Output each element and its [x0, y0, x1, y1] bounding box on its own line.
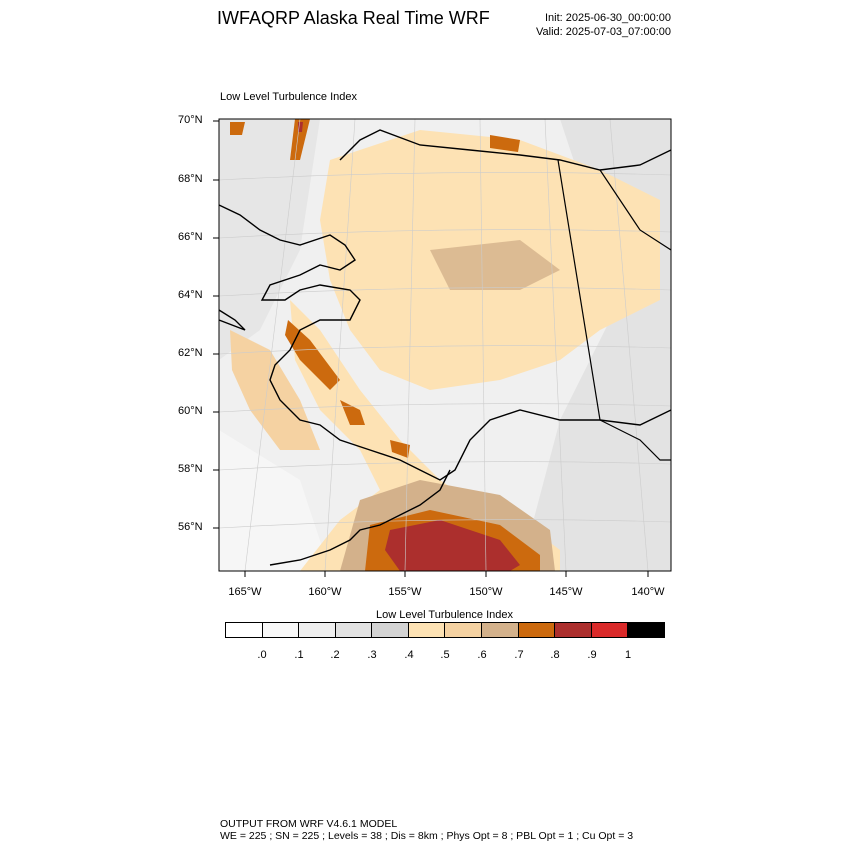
colorbar-cell: [482, 623, 519, 637]
colorbar-tick-label: .1: [294, 649, 304, 661]
lat-label: 66°N: [178, 231, 203, 243]
colorbar-cell: [299, 623, 336, 637]
page-title: IWFAQRP Alaska Real Time WRF: [217, 8, 490, 28]
field-region: [230, 122, 245, 135]
map-field: [219, 119, 671, 571]
border-line: [557, 159, 601, 421]
colorbar-cell: [445, 623, 483, 637]
colorbar-cell: [226, 623, 263, 637]
colorbar-title: Low Level Turbulence Index: [376, 609, 513, 621]
field-region: [385, 520, 520, 571]
lon-label: 155°W: [388, 586, 422, 598]
lat-label: 56°N: [178, 521, 203, 533]
lat-label: 68°N: [178, 173, 203, 185]
init-time: Init: 2025-06-30_00:00:00: [545, 12, 671, 24]
model-info-line: OUTPUT FROM WRF V4.6.1 MODEL: [220, 818, 398, 830]
lat-label: 58°N: [178, 463, 203, 475]
border-line: [599, 419, 671, 461]
field-region: [219, 430, 330, 571]
colorbar-cell: [628, 623, 664, 637]
colorbar-tick-label: .3: [367, 649, 377, 661]
colorbar-cell: [262, 623, 300, 637]
coastline: [219, 129, 671, 566]
colorbar-cell: [335, 623, 373, 637]
lat-label: 70°N: [178, 114, 203, 126]
border-line: [599, 169, 671, 251]
colorbar-tick-label: 1: [624, 649, 632, 661]
colorbar-cell: [591, 623, 629, 637]
colorbar-cell: [555, 623, 592, 637]
field-region: [219, 119, 320, 360]
colorbar-tick-label: .7: [514, 649, 524, 661]
colorbar-tick-label: .8: [550, 649, 560, 661]
map-frame: [218, 118, 672, 572]
field-region: [430, 240, 560, 290]
colorbar-tick-label: .9: [587, 649, 597, 661]
colorbar-tick-label: .2: [330, 649, 340, 661]
valid-time: Valid: 2025-07-03_07:00:00: [536, 26, 671, 38]
lat-ticks: [213, 120, 219, 529]
lat-label: 64°N: [178, 289, 203, 301]
lon-label: 150°W: [469, 586, 503, 598]
colorbar-cell: [408, 623, 446, 637]
colorbar-tick-label: .6: [477, 649, 487, 661]
lon-label: 140°W: [631, 586, 665, 598]
field-region: [290, 119, 310, 160]
lat-label: 60°N: [178, 405, 203, 417]
colorbar-tick-label: .4: [404, 649, 414, 661]
colorbar-tick-label: .0: [257, 649, 267, 661]
colorbar-cell: [372, 623, 409, 637]
lon-label: 165°W: [228, 586, 262, 598]
lon-ticks: [244, 571, 649, 577]
field-region: [490, 135, 520, 152]
lat-label: 62°N: [178, 347, 203, 359]
field-label: Low Level Turbulence Index: [220, 91, 357, 103]
colorbar-tick-label: .5: [440, 649, 450, 661]
colorbar: [225, 622, 665, 638]
field-region: [390, 440, 410, 458]
model-params-line: WE = 225 ; SN = 225 ; Levels = 38 ; Dis …: [220, 830, 634, 842]
lon-label: 145°W: [549, 586, 583, 598]
colorbar-cell: [518, 623, 556, 637]
field-region: [285, 320, 340, 390]
lon-label: 160°W: [308, 586, 342, 598]
